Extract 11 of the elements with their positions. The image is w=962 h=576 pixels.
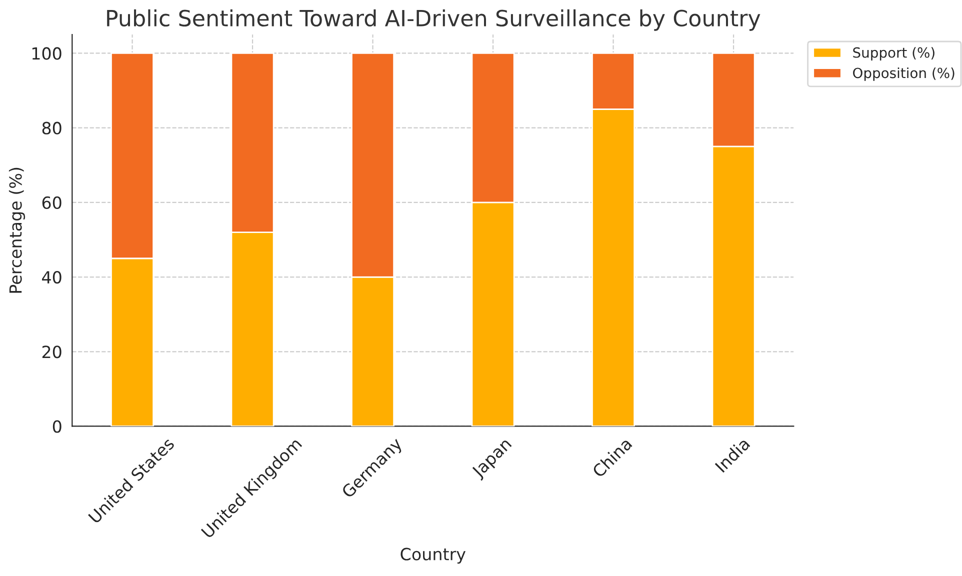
y-tick-label: 80: [42, 122, 62, 134]
y-tick-label: 100: [32, 47, 62, 60]
x-axis-title: Country: [400, 548, 466, 564]
y-tick-label: 20: [42, 346, 62, 358]
legend-label: Support (%): [853, 47, 934, 60]
y-tick-label: 0: [52, 420, 62, 433]
y-tick-label: 40: [42, 270, 62, 284]
y-tick-label: 60: [42, 196, 62, 209]
chart-title: Public Sentiment Toward AI-Driven Surveillance by Country: [107, 9, 760, 31]
y-axis-title: Percentage (%): [8, 168, 26, 293]
legend-label: Opposition (%): [853, 67, 954, 81]
